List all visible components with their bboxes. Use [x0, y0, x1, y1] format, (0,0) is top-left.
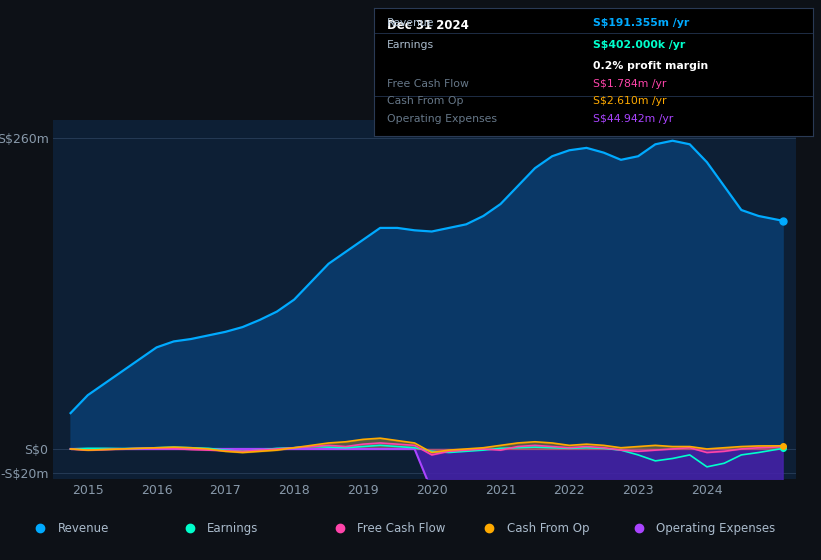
- Text: Free Cash Flow: Free Cash Flow: [357, 522, 445, 535]
- Text: Earnings: Earnings: [387, 40, 433, 50]
- Text: Free Cash Flow: Free Cash Flow: [387, 80, 469, 90]
- Text: 0.2% profit margin: 0.2% profit margin: [594, 62, 709, 72]
- Text: S$2.610m /yr: S$2.610m /yr: [594, 96, 667, 106]
- Text: Dec 31 2024: Dec 31 2024: [387, 20, 469, 32]
- Text: Earnings: Earnings: [207, 522, 259, 535]
- Text: S$44.942m /yr: S$44.942m /yr: [594, 114, 673, 124]
- Text: S$191.355m /yr: S$191.355m /yr: [594, 18, 690, 28]
- Text: Operating Expenses: Operating Expenses: [657, 522, 776, 535]
- Text: Revenue: Revenue: [387, 18, 434, 28]
- Text: Cash From Op: Cash From Op: [387, 96, 463, 106]
- Text: Operating Expenses: Operating Expenses: [387, 114, 497, 124]
- Text: Revenue: Revenue: [57, 522, 108, 535]
- Text: Cash From Op: Cash From Op: [507, 522, 589, 535]
- Text: S$402.000k /yr: S$402.000k /yr: [594, 40, 686, 50]
- Text: S$1.784m /yr: S$1.784m /yr: [594, 80, 667, 90]
